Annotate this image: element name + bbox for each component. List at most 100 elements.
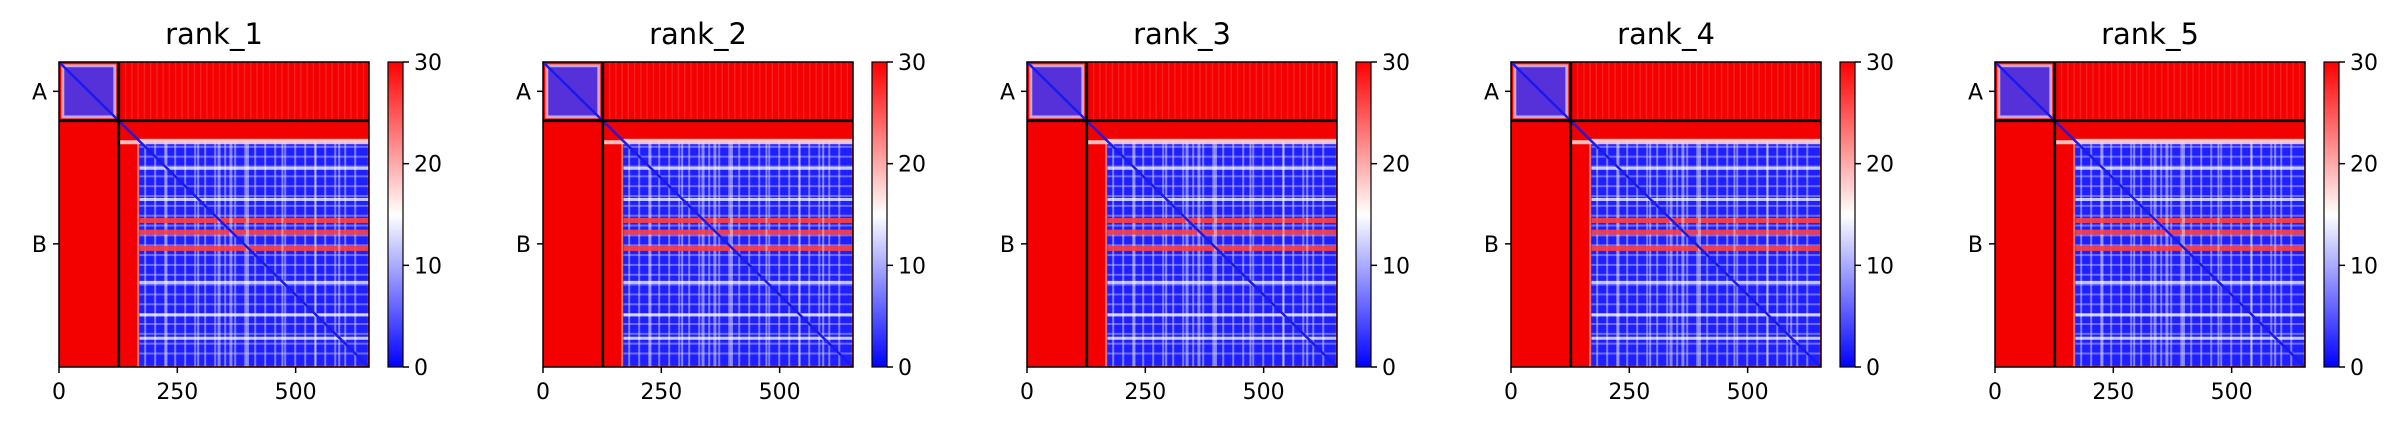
texture-stripe [324, 141, 327, 367]
texture-stripe [623, 217, 853, 223]
texture-stripe [2075, 283, 2305, 286]
texture-stripe [1745, 62, 1748, 121]
texture-stripe [362, 62, 365, 121]
texture-stripe [1133, 141, 1136, 367]
texture-stripe [1633, 62, 1635, 121]
x-tick-label: 250 [640, 380, 682, 405]
texture-stripe [1777, 62, 1779, 121]
texture-stripe [2292, 62, 2294, 121]
texture-stripe [124, 62, 127, 121]
texture-stripe [1591, 336, 1821, 340]
texture-stripe [1302, 141, 1305, 367]
x-tick-label: 0 [52, 380, 66, 405]
texture-stripe [1107, 217, 1337, 223]
texture-stripe [1292, 141, 1295, 367]
texture-stripe [648, 141, 651, 367]
texture-stripe [1274, 62, 1276, 121]
texture-stripe [1589, 141, 1592, 367]
texture-stripe [139, 303, 369, 306]
colorbar-frame [1839, 61, 1856, 368]
panel-title: rank_4 [1617, 17, 1715, 51]
texture-stripe [139, 229, 369, 235]
texture-stripe [1695, 62, 1698, 121]
texture-stripe [1185, 141, 1189, 367]
texture-stripe [2240, 141, 2243, 367]
texture-stripe [1656, 141, 1659, 367]
texture-stripe [771, 62, 774, 121]
texture-stripe [2161, 62, 2163, 121]
y-tick-label: A [1484, 80, 1499, 105]
texture-stripe [1218, 62, 1220, 121]
texture-stripe [1796, 141, 1799, 367]
texture-stripe [2136, 62, 2138, 121]
texture-stripe [838, 141, 841, 367]
texture-stripe [1142, 141, 1145, 367]
texture-stripe [1636, 141, 1639, 367]
texture-stripe [1608, 62, 1610, 121]
texture-stripe [1683, 62, 1685, 121]
pae-panel-3: rank_3 A B 0 250 500 0 10 20 30 [1000, 17, 1410, 405]
texture-stripe [1107, 293, 1337, 296]
texture-stripe [1766, 141, 1769, 367]
colorbar-tick-label: 20 [1382, 153, 1410, 178]
texture-stripe [658, 141, 661, 367]
texture-stripe [1243, 62, 1245, 121]
texture-stripe [1330, 62, 1333, 121]
texture-stripe [1591, 166, 1821, 170]
texture-stripe [2165, 141, 2169, 367]
texture-stripe [1117, 62, 1120, 121]
texture-stripe [274, 141, 277, 367]
texture-stripe [118, 140, 369, 145]
texture-stripe [187, 62, 189, 121]
texture-stripe [721, 62, 723, 121]
texture-stripe [287, 62, 290, 121]
texture-stripe [621, 141, 624, 367]
texture-stripe [337, 62, 340, 121]
texture-stripe [281, 141, 284, 367]
texture-stripe [815, 62, 817, 121]
texture-stripe [1168, 62, 1170, 121]
texture-stripe [2073, 62, 2075, 121]
texture-stripe [268, 62, 271, 121]
texture-stripe [2270, 141, 2273, 367]
texture-stripe [165, 141, 168, 367]
texture-stripe [2080, 141, 2083, 367]
texture-stripe [1107, 197, 1337, 201]
texture-stripe [1086, 140, 1337, 145]
colorbar-tick-label: 0 [898, 356, 912, 381]
texture-stripe [139, 263, 369, 266]
colorbar-tick-label: 10 [1382, 254, 1410, 279]
plot-frame [542, 61, 854, 368]
texture-stripe [646, 62, 648, 121]
texture-stripe [1726, 141, 1729, 367]
texture-stripe [245, 141, 249, 367]
texture-stripe [149, 62, 152, 121]
texture-stripe [139, 217, 369, 223]
texture-stripe [344, 141, 347, 367]
texture-stripe [1105, 141, 1108, 367]
texture-stripe [2230, 141, 2233, 367]
texture-stripe [1649, 141, 1652, 367]
texture-stripe [2075, 332, 2305, 335]
texture-stripe [139, 352, 369, 355]
texture-stripe [1614, 62, 1616, 121]
texture-stripe [2054, 140, 2305, 145]
texture-stripe [1107, 166, 1337, 170]
texture-stripe [2075, 217, 2305, 223]
texture-stripe [709, 62, 711, 121]
texture-stripe [627, 62, 630, 121]
texture-stripe [748, 141, 751, 367]
colorbar-frame [1355, 61, 1372, 368]
texture-stripe [1789, 62, 1792, 121]
texture-stripe [834, 62, 836, 121]
texture-stripe [1107, 263, 1337, 266]
y-tick-label: A [1000, 80, 1015, 105]
texture-stripe [214, 141, 217, 367]
pae-panel-4: rank_4 A B 0 250 500 0 10 20 30 [1484, 17, 1894, 405]
colorbar-tick-label: 20 [898, 153, 926, 178]
texture-stripe [1786, 141, 1789, 367]
texture-stripe [623, 342, 853, 345]
texture-stripe [2198, 62, 2201, 121]
texture-stripe [1670, 62, 1673, 121]
texture-stripe [1202, 141, 1205, 367]
